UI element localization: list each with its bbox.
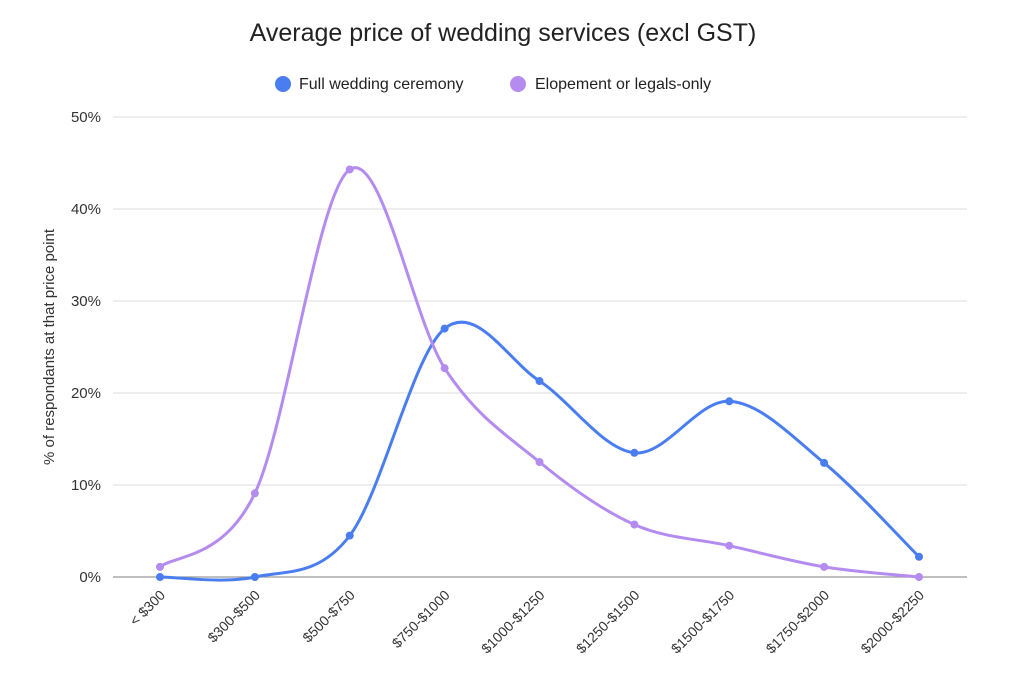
x-tick-label: $2000-$2250 [857, 587, 927, 657]
data-point[interactable] [725, 397, 734, 406]
data-point[interactable] [630, 520, 639, 529]
data-point[interactable] [535, 377, 544, 386]
data-point[interactable] [440, 324, 449, 333]
x-tick-label: $1500-$1750 [668, 587, 738, 657]
y-tick-label: 40% [71, 201, 101, 218]
x-tick-label: $1000-$1250 [478, 587, 548, 657]
data-point[interactable] [630, 448, 639, 457]
data-point[interactable] [250, 573, 259, 581]
data-point[interactable] [156, 573, 164, 581]
data-point[interactable] [250, 489, 259, 498]
x-tick-label: $750-$1000 [389, 587, 453, 651]
legend-marker-full-wedding-ceremony [275, 76, 291, 92]
data-point[interactable] [440, 364, 449, 373]
legend: Full wedding ceremony Elopement or legal… [275, 76, 711, 93]
x-tick-label: $1250-$1500 [573, 587, 643, 657]
x-tick-label: $1750-$2000 [763, 587, 833, 657]
data-point[interactable] [156, 562, 164, 571]
legend-label-elopement[interactable]: Elopement or legals-only [535, 76, 711, 93]
y-axis-ticks: 0% 10% 20% 30% 40% 50% [71, 109, 101, 586]
data-point[interactable] [820, 562, 829, 571]
x-axis-ticks: < $300 $300-$500 $500-$750 $750-$1000 $1000-… [126, 587, 927, 657]
series-line [159, 166, 920, 579]
legend-label-full-wedding-ceremony[interactable]: Full wedding ceremony [299, 76, 464, 93]
data-point[interactable] [725, 541, 734, 550]
data-point[interactable] [820, 458, 829, 467]
series [156, 165, 923, 582]
chart-title: Average price of wedding services (excl … [250, 19, 757, 47]
data-point[interactable] [345, 531, 354, 540]
y-tick-label: 50% [71, 109, 101, 126]
x-tick-label: $500-$750 [299, 587, 358, 646]
data-point[interactable] [915, 573, 923, 581]
series-group [156, 320, 923, 582]
data-point[interactable] [535, 458, 544, 466]
legend-marker-elopement [510, 76, 526, 92]
x-tick-label: $300-$500 [204, 587, 263, 646]
gridlines [113, 116, 967, 578]
x-tick-label: < $300 [126, 587, 168, 629]
y-tick-label: 0% [79, 569, 101, 586]
series-group [156, 165, 923, 581]
data-point[interactable] [345, 165, 354, 174]
y-tick-label: 20% [71, 385, 101, 402]
y-axis-label: % of respondants at that price point [41, 228, 58, 465]
y-tick-label: 10% [71, 477, 101, 494]
series-line [159, 320, 921, 582]
data-point[interactable] [915, 552, 923, 561]
y-tick-label: 30% [71, 293, 101, 310]
